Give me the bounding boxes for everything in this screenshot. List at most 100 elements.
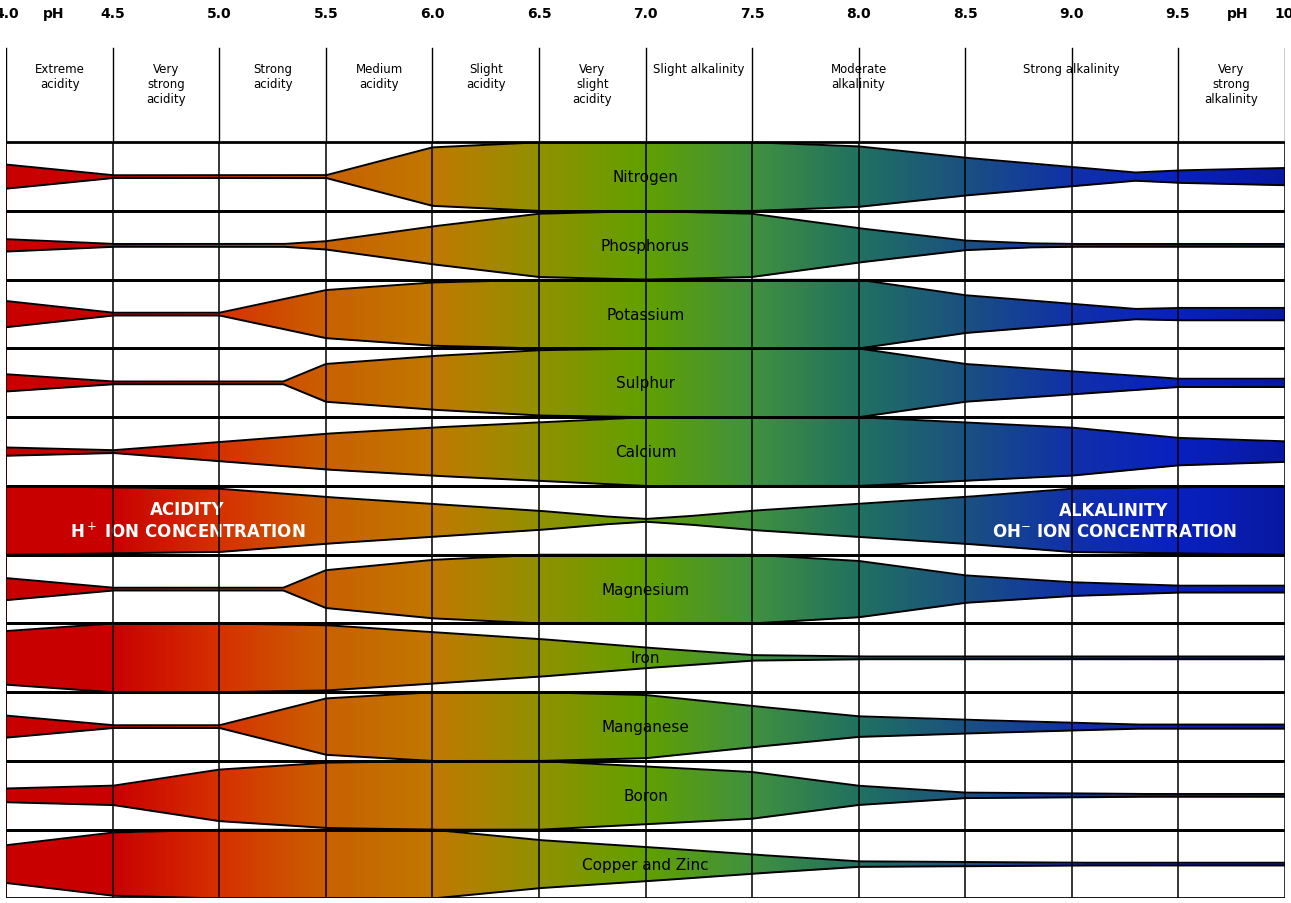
Polygon shape xyxy=(778,418,781,487)
Polygon shape xyxy=(961,143,963,211)
Polygon shape xyxy=(1238,349,1241,418)
Polygon shape xyxy=(684,624,687,693)
Polygon shape xyxy=(103,761,106,830)
Polygon shape xyxy=(1032,211,1034,281)
Polygon shape xyxy=(802,143,804,211)
Polygon shape xyxy=(1203,143,1206,211)
Polygon shape xyxy=(50,487,53,555)
Polygon shape xyxy=(458,761,461,830)
Polygon shape xyxy=(489,624,492,693)
Polygon shape xyxy=(380,624,382,693)
Polygon shape xyxy=(132,487,134,555)
Polygon shape xyxy=(1070,211,1073,281)
Polygon shape xyxy=(423,761,426,830)
Polygon shape xyxy=(1118,418,1121,487)
Polygon shape xyxy=(1246,830,1248,898)
Polygon shape xyxy=(471,418,474,487)
Polygon shape xyxy=(137,418,139,487)
Polygon shape xyxy=(303,624,306,693)
Polygon shape xyxy=(735,487,737,555)
Polygon shape xyxy=(1050,830,1052,898)
Polygon shape xyxy=(1047,487,1050,555)
Polygon shape xyxy=(280,281,283,349)
Polygon shape xyxy=(37,349,40,418)
Polygon shape xyxy=(1039,624,1042,693)
Polygon shape xyxy=(692,211,695,281)
Polygon shape xyxy=(1024,143,1026,211)
Polygon shape xyxy=(311,555,314,624)
Polygon shape xyxy=(1162,349,1164,418)
Polygon shape xyxy=(333,281,336,349)
Polygon shape xyxy=(849,487,852,555)
Polygon shape xyxy=(633,281,635,349)
Polygon shape xyxy=(1256,830,1259,898)
Polygon shape xyxy=(139,143,142,211)
Polygon shape xyxy=(405,555,408,624)
Text: 7.0: 7.0 xyxy=(634,7,657,22)
Polygon shape xyxy=(434,624,436,693)
Polygon shape xyxy=(367,693,369,761)
Polygon shape xyxy=(200,693,203,761)
Polygon shape xyxy=(1103,693,1105,761)
Polygon shape xyxy=(747,211,750,281)
Polygon shape xyxy=(714,624,717,693)
Polygon shape xyxy=(1203,830,1206,898)
Polygon shape xyxy=(1206,830,1208,898)
Polygon shape xyxy=(416,281,418,349)
Polygon shape xyxy=(591,624,594,693)
Polygon shape xyxy=(106,624,108,693)
Polygon shape xyxy=(479,281,482,349)
Polygon shape xyxy=(377,761,380,830)
Polygon shape xyxy=(221,143,223,211)
Polygon shape xyxy=(917,418,919,487)
Polygon shape xyxy=(285,418,288,487)
Polygon shape xyxy=(40,830,43,898)
Polygon shape xyxy=(582,830,584,898)
Polygon shape xyxy=(1266,349,1269,418)
Polygon shape xyxy=(436,281,439,349)
Polygon shape xyxy=(1108,211,1110,281)
Polygon shape xyxy=(1055,418,1057,487)
Polygon shape xyxy=(145,143,147,211)
Polygon shape xyxy=(1097,830,1100,898)
Polygon shape xyxy=(56,830,58,898)
Polygon shape xyxy=(196,555,199,624)
Polygon shape xyxy=(857,693,860,761)
Polygon shape xyxy=(449,830,452,898)
Polygon shape xyxy=(270,555,272,624)
Polygon shape xyxy=(781,349,784,418)
Polygon shape xyxy=(896,349,899,418)
Polygon shape xyxy=(333,693,336,761)
Polygon shape xyxy=(1274,349,1277,418)
Polygon shape xyxy=(1185,761,1188,830)
Polygon shape xyxy=(1081,487,1083,555)
Polygon shape xyxy=(972,143,975,211)
Text: Medium
acidity: Medium acidity xyxy=(355,62,403,90)
Polygon shape xyxy=(958,761,961,830)
Polygon shape xyxy=(980,487,982,555)
Polygon shape xyxy=(436,211,439,281)
Polygon shape xyxy=(434,487,436,555)
Polygon shape xyxy=(697,761,700,830)
Polygon shape xyxy=(1141,281,1144,349)
Polygon shape xyxy=(336,143,338,211)
Polygon shape xyxy=(893,693,896,761)
Polygon shape xyxy=(127,761,129,830)
Polygon shape xyxy=(594,693,596,761)
Polygon shape xyxy=(842,143,844,211)
Polygon shape xyxy=(1075,761,1078,830)
Polygon shape xyxy=(502,624,505,693)
Polygon shape xyxy=(213,487,216,555)
Polygon shape xyxy=(101,487,103,555)
Polygon shape xyxy=(791,624,794,693)
Polygon shape xyxy=(684,487,687,555)
Polygon shape xyxy=(687,693,689,761)
Polygon shape xyxy=(152,143,155,211)
Polygon shape xyxy=(43,418,45,487)
Polygon shape xyxy=(602,211,604,281)
Polygon shape xyxy=(1016,418,1019,487)
Polygon shape xyxy=(303,830,306,898)
Polygon shape xyxy=(1238,211,1241,281)
Polygon shape xyxy=(776,281,778,349)
Polygon shape xyxy=(1170,211,1172,281)
